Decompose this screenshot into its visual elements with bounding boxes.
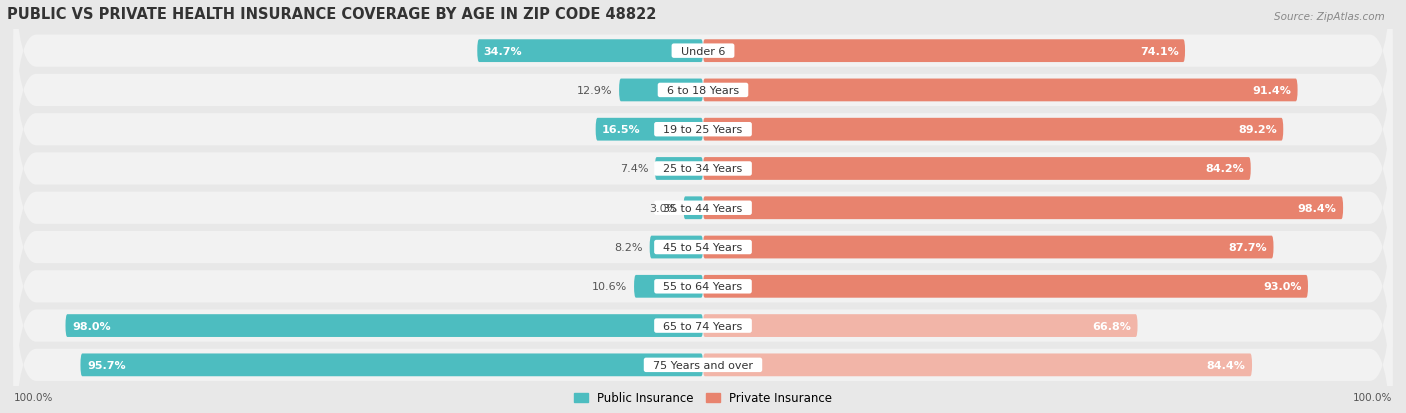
FancyBboxPatch shape bbox=[655, 158, 703, 180]
Text: 55 to 64 Years: 55 to 64 Years bbox=[657, 282, 749, 292]
FancyBboxPatch shape bbox=[703, 236, 1274, 259]
FancyBboxPatch shape bbox=[619, 79, 703, 102]
FancyBboxPatch shape bbox=[703, 314, 1137, 337]
Text: 100.0%: 100.0% bbox=[1353, 392, 1392, 402]
Text: PUBLIC VS PRIVATE HEALTH INSURANCE COVERAGE BY AGE IN ZIP CODE 48822: PUBLIC VS PRIVATE HEALTH INSURANCE COVER… bbox=[7, 7, 657, 22]
Text: 19 to 25 Years: 19 to 25 Years bbox=[657, 125, 749, 135]
FancyBboxPatch shape bbox=[634, 275, 703, 298]
Text: Source: ZipAtlas.com: Source: ZipAtlas.com bbox=[1274, 12, 1385, 22]
Text: 84.2%: 84.2% bbox=[1205, 164, 1244, 174]
FancyBboxPatch shape bbox=[703, 119, 1284, 141]
Text: 6 to 18 Years: 6 to 18 Years bbox=[659, 86, 747, 96]
FancyBboxPatch shape bbox=[650, 236, 703, 259]
FancyBboxPatch shape bbox=[703, 354, 1251, 376]
FancyBboxPatch shape bbox=[703, 158, 1251, 180]
FancyBboxPatch shape bbox=[703, 79, 1298, 102]
Text: 7.4%: 7.4% bbox=[620, 164, 648, 174]
Text: 12.9%: 12.9% bbox=[576, 86, 613, 96]
Text: 98.0%: 98.0% bbox=[72, 321, 111, 331]
Text: 93.0%: 93.0% bbox=[1263, 282, 1302, 292]
FancyBboxPatch shape bbox=[14, 166, 1392, 408]
Text: 91.4%: 91.4% bbox=[1253, 86, 1291, 96]
Text: 3.0%: 3.0% bbox=[648, 203, 676, 213]
Legend: Public Insurance, Private Insurance: Public Insurance, Private Insurance bbox=[569, 387, 837, 409]
FancyBboxPatch shape bbox=[596, 119, 703, 141]
FancyBboxPatch shape bbox=[14, 126, 1392, 368]
FancyBboxPatch shape bbox=[683, 197, 703, 220]
Text: 89.2%: 89.2% bbox=[1239, 125, 1277, 135]
Text: 10.6%: 10.6% bbox=[592, 282, 627, 292]
Text: 100.0%: 100.0% bbox=[14, 392, 53, 402]
FancyBboxPatch shape bbox=[477, 40, 703, 63]
FancyBboxPatch shape bbox=[14, 0, 1392, 173]
Text: 95.7%: 95.7% bbox=[87, 360, 125, 370]
FancyBboxPatch shape bbox=[80, 354, 703, 376]
Text: 8.2%: 8.2% bbox=[614, 242, 643, 252]
FancyBboxPatch shape bbox=[66, 314, 703, 337]
FancyBboxPatch shape bbox=[14, 205, 1392, 413]
Text: 16.5%: 16.5% bbox=[602, 125, 641, 135]
FancyBboxPatch shape bbox=[14, 244, 1392, 413]
Text: 98.4%: 98.4% bbox=[1298, 203, 1337, 213]
FancyBboxPatch shape bbox=[14, 9, 1392, 251]
Text: Under 6: Under 6 bbox=[673, 47, 733, 57]
FancyBboxPatch shape bbox=[14, 87, 1392, 329]
FancyBboxPatch shape bbox=[703, 40, 1185, 63]
Text: 84.4%: 84.4% bbox=[1206, 360, 1246, 370]
Text: 25 to 34 Years: 25 to 34 Years bbox=[657, 164, 749, 174]
FancyBboxPatch shape bbox=[703, 275, 1308, 298]
Text: 34.7%: 34.7% bbox=[484, 47, 523, 57]
Text: 87.7%: 87.7% bbox=[1229, 242, 1267, 252]
Text: 75 Years and over: 75 Years and over bbox=[645, 360, 761, 370]
FancyBboxPatch shape bbox=[14, 0, 1392, 212]
Text: 74.1%: 74.1% bbox=[1140, 47, 1178, 57]
FancyBboxPatch shape bbox=[14, 48, 1392, 290]
Text: 66.8%: 66.8% bbox=[1092, 321, 1130, 331]
Text: 35 to 44 Years: 35 to 44 Years bbox=[657, 203, 749, 213]
Text: 45 to 54 Years: 45 to 54 Years bbox=[657, 242, 749, 252]
Text: 65 to 74 Years: 65 to 74 Years bbox=[657, 321, 749, 331]
FancyBboxPatch shape bbox=[703, 197, 1343, 220]
